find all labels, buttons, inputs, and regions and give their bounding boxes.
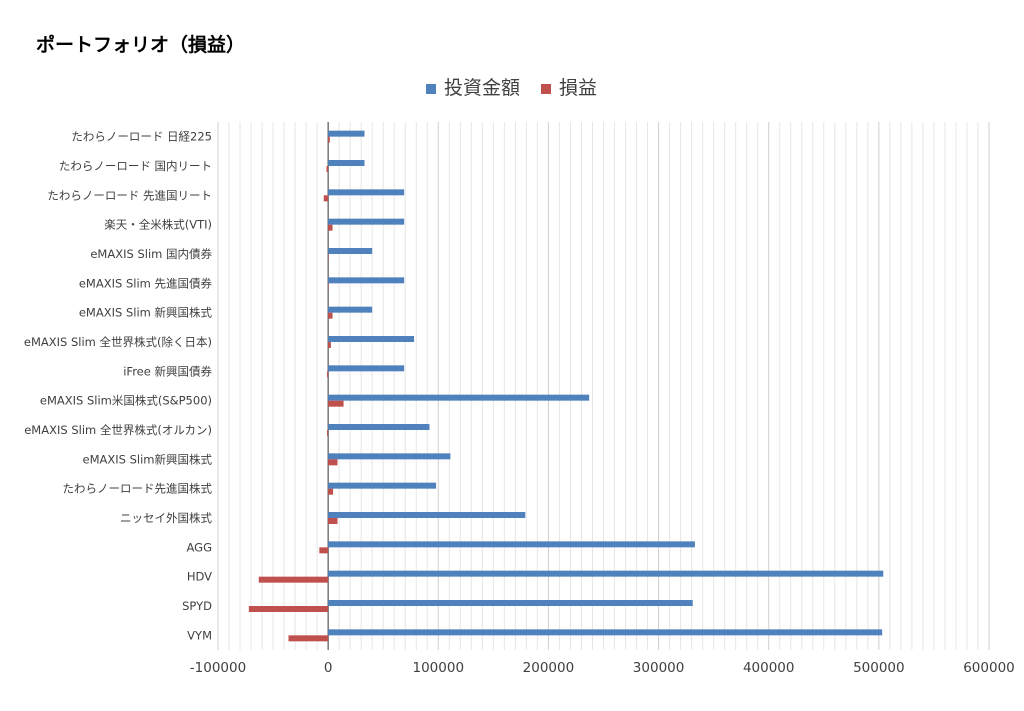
category-label: eMAXIS Slim 新興国株式	[79, 306, 213, 320]
bar-investment	[328, 160, 365, 166]
bar-investment	[328, 512, 526, 518]
bar-profit	[328, 224, 333, 231]
bar-profit	[248, 606, 329, 612]
bar-investment	[328, 482, 437, 489]
gridlines	[217, 122, 990, 650]
legend-label-investment: 投資金額	[444, 77, 520, 99]
bar-investment	[328, 570, 884, 577]
category-label: eMAXIS Slim米国株式(S&P500)	[40, 394, 212, 408]
x-axis-tick-labels: -100000 0 100000 200000 300000 400000 500000 60…	[190, 660, 1015, 676]
bar-investment	[328, 394, 590, 401]
bar-investment	[328, 130, 365, 137]
bar-investment	[328, 424, 430, 430]
x-tick-label: -100000	[190, 660, 246, 676]
bar-investment	[328, 365, 405, 372]
category-label: AGG	[187, 540, 213, 554]
x-tick-label: 500000	[853, 660, 905, 676]
category-label: たわらノーロード先進国株式	[63, 482, 213, 496]
x-tick-label: 200000	[523, 660, 575, 676]
x-tick-label: 300000	[633, 660, 685, 676]
bar-investment	[328, 277, 405, 284]
category-label: SPYD	[182, 599, 212, 613]
bar-profit	[258, 576, 329, 583]
x-tick-label: 600000	[963, 660, 1015, 676]
bar-profit	[328, 459, 338, 466]
bar-profit	[328, 312, 333, 319]
bar-profit	[328, 136, 330, 143]
category-label: HDV	[187, 570, 212, 584]
bar-investment	[328, 248, 373, 254]
bar-profit	[328, 518, 338, 524]
bar-investment	[328, 189, 405, 196]
bar-investment	[328, 336, 415, 342]
x-tick-label: 400000	[743, 660, 795, 676]
category-label: たわらノーロード 国内リート	[59, 159, 212, 173]
bar-profit	[328, 342, 331, 348]
category-label: eMAXIS Slim新興国株式	[83, 452, 213, 466]
legend-swatch-profit	[541, 84, 551, 94]
bar-investment	[328, 453, 451, 460]
bar-profit	[319, 547, 329, 554]
category-label: eMAXIS Slim 全世界株式(除く日本)	[24, 335, 212, 349]
bar-profit	[328, 400, 344, 407]
category-label: eMAXIS Slim 国内債券	[90, 247, 212, 261]
category-label: eMAXIS Slim 先進国債券	[79, 276, 213, 290]
legend-swatch-investment	[426, 84, 436, 94]
bar-investment	[328, 600, 693, 606]
category-label: たわらノーロード 先進国リート	[47, 188, 212, 202]
bar-profit	[327, 430, 329, 436]
bar-profit	[327, 371, 329, 378]
bar-profit	[288, 635, 329, 642]
x-tick-label: 100000	[413, 660, 465, 676]
category-label: eMAXIS Slim 全世界株式(オルカン)	[24, 423, 212, 437]
bar-investment	[328, 541, 695, 548]
category-label: 楽天・全米株式(VTI)	[104, 218, 212, 232]
bar-investment	[328, 629, 883, 636]
page-title: ポートフォリオ（損益）	[36, 34, 246, 56]
bar-profit	[326, 166, 329, 172]
bar-profit	[328, 254, 329, 260]
category-label: ニッセイ外国株式	[120, 511, 212, 525]
x-tick-label: 0	[324, 660, 333, 676]
category-label: iFree 新興国債券	[123, 364, 212, 378]
bar-investment	[328, 306, 373, 313]
bars	[248, 130, 884, 642]
bar-investment	[328, 218, 405, 225]
bar-profit	[328, 488, 334, 495]
category-label: VYM	[187, 628, 212, 642]
bar-profit	[323, 195, 329, 202]
legend-label-profit: 損益	[559, 77, 597, 99]
category-label: たわらノーロード 日経225	[71, 130, 212, 144]
chart-legend: 投資金額 損益	[426, 77, 597, 99]
bar-profit	[328, 283, 329, 290]
